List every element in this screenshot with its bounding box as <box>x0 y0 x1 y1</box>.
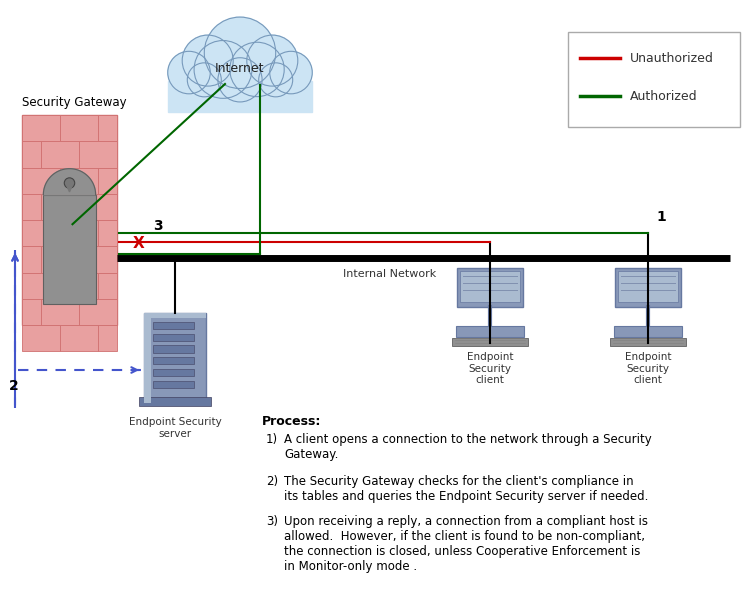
Bar <box>153 345 194 353</box>
Bar <box>41 141 79 168</box>
Bar <box>79 299 117 325</box>
Bar <box>457 268 523 307</box>
Text: 2: 2 <box>9 379 19 393</box>
Bar <box>153 357 194 364</box>
Bar <box>618 271 678 303</box>
Text: Authorized: Authorized <box>630 89 698 102</box>
Text: A client opens a connection to the network through a Security
Gateway.: A client opens a connection to the netwo… <box>284 433 652 461</box>
Circle shape <box>270 52 312 94</box>
Text: Endpoint
Security
client: Endpoint Security client <box>625 352 671 385</box>
Text: 1): 1) <box>266 433 278 446</box>
Bar <box>451 338 529 346</box>
Circle shape <box>218 58 262 102</box>
Text: Process:: Process: <box>262 415 321 428</box>
Circle shape <box>247 35 298 86</box>
Bar <box>79 141 117 168</box>
Bar <box>22 115 117 325</box>
Bar <box>79 194 117 220</box>
Bar <box>610 338 686 346</box>
Bar <box>44 195 95 304</box>
Text: 2): 2) <box>266 475 278 488</box>
Circle shape <box>204 17 276 88</box>
Bar <box>98 168 117 194</box>
Bar <box>615 268 681 307</box>
Polygon shape <box>44 169 95 195</box>
Text: Endpoint Security
server: Endpoint Security server <box>128 417 222 439</box>
Circle shape <box>230 42 284 96</box>
Bar <box>41 299 79 325</box>
Text: 3): 3) <box>266 515 278 528</box>
Bar <box>60 168 98 194</box>
Text: Unauthorized: Unauthorized <box>630 52 714 65</box>
Bar <box>41 246 79 272</box>
Text: Internal Network: Internal Network <box>343 269 436 279</box>
Bar <box>22 246 41 272</box>
Bar <box>144 313 206 403</box>
Bar <box>60 325 98 351</box>
Bar <box>22 194 41 220</box>
Text: Security Gateway: Security Gateway <box>22 96 127 109</box>
Text: Internet: Internet <box>216 62 265 75</box>
Text: Upon receiving a reply, a connection from a compliant host is
allowed.  However,: Upon receiving a reply, a connection fro… <box>284 515 648 573</box>
Circle shape <box>194 40 252 98</box>
Text: X: X <box>133 236 145 250</box>
Bar <box>153 322 194 329</box>
Bar <box>167 81 312 112</box>
Circle shape <box>167 52 210 94</box>
Bar <box>41 194 79 220</box>
Circle shape <box>182 35 234 86</box>
Bar <box>144 313 152 403</box>
Polygon shape <box>67 185 72 192</box>
Bar <box>568 32 740 127</box>
Bar <box>22 115 60 141</box>
Text: The Security Gateway checks for the client's compliance in
its tables and querie: The Security Gateway checks for the clie… <box>284 475 648 503</box>
Bar <box>98 325 117 351</box>
Circle shape <box>65 178 75 188</box>
Bar <box>139 397 211 406</box>
Bar <box>153 369 194 376</box>
Circle shape <box>258 63 293 97</box>
Bar <box>22 168 60 194</box>
Text: Endpoint
Security
client: Endpoint Security client <box>467 352 513 385</box>
Bar <box>153 334 194 341</box>
Bar <box>60 272 98 299</box>
Bar <box>22 141 41 168</box>
Bar <box>79 246 117 272</box>
Bar <box>22 272 60 299</box>
Bar <box>614 326 682 336</box>
Text: 1: 1 <box>656 210 665 224</box>
Bar <box>60 220 98 246</box>
Bar <box>98 272 117 299</box>
Bar <box>153 381 194 388</box>
Bar <box>22 325 60 351</box>
Bar <box>460 271 520 303</box>
Bar <box>98 220 117 246</box>
Circle shape <box>187 63 222 97</box>
Bar <box>60 115 98 141</box>
Bar <box>98 115 117 141</box>
Bar <box>457 326 523 336</box>
Bar <box>22 299 41 325</box>
Text: 3: 3 <box>153 219 163 233</box>
Bar <box>144 313 206 318</box>
Bar <box>22 220 60 246</box>
